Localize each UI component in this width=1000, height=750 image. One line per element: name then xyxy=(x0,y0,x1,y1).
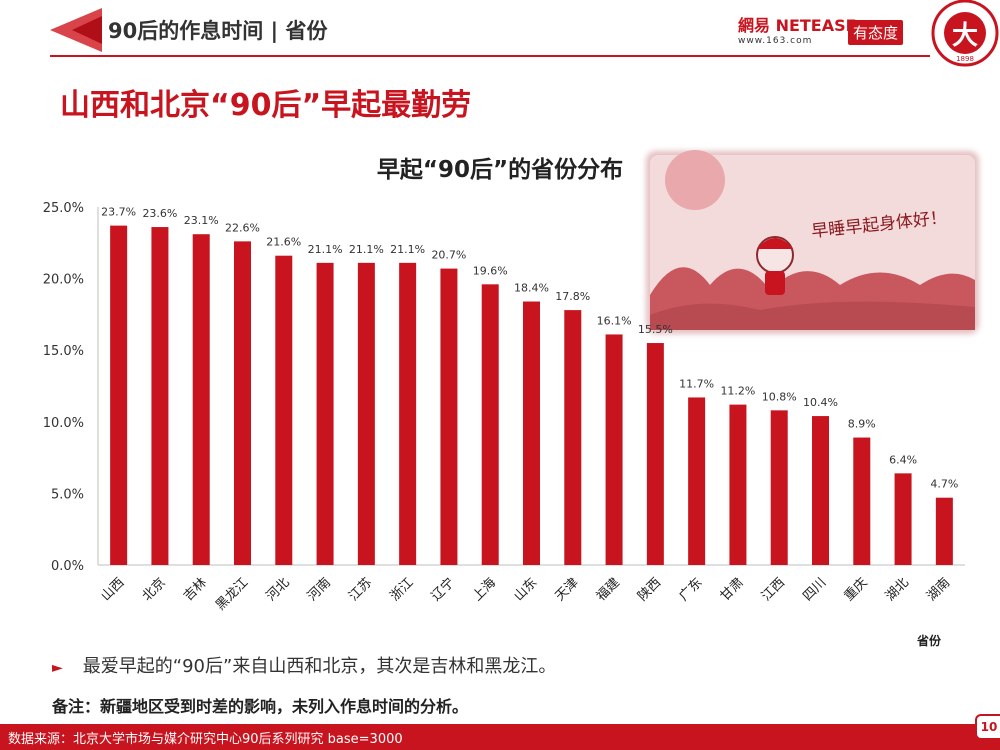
youtaidu-logo: 有态度 xyxy=(848,20,904,45)
bar xyxy=(151,227,169,565)
morning-run-illustration: 早睡早起身体好！ xyxy=(646,150,979,334)
x-tick-label: 重庆 xyxy=(841,575,871,605)
data-label: 19.6% xyxy=(473,264,508,277)
bar xyxy=(192,234,210,565)
x-tick-label: 广东 xyxy=(676,575,705,604)
data-label: 21.1% xyxy=(349,243,384,256)
bar xyxy=(275,255,293,566)
bar-chart: 0.0% 5.0% 10.0% 15.0% 20.0% 25.0% 23.7% 山西 23.6%… xyxy=(43,201,965,648)
x-tick-label: 河南 xyxy=(304,575,334,605)
data-label: 10.8% xyxy=(762,390,797,403)
data-label: 10.4% xyxy=(803,396,838,409)
bar xyxy=(234,241,251,566)
x-tick-label: 吉林 xyxy=(181,575,210,604)
bar xyxy=(605,334,623,565)
netease-logo: 網易 NETEASE www.163.com xyxy=(738,12,857,46)
x-tick-label: 黑龙江 xyxy=(213,575,251,613)
x-tick-label: 湖北 xyxy=(883,575,912,604)
data-label: 6.4% xyxy=(889,453,917,466)
netease-logo-url: www.163.com xyxy=(738,36,813,46)
y-tick-label: 0.0% xyxy=(51,559,84,574)
data-label: 21.1% xyxy=(308,243,343,256)
y-tick-label: 10.0% xyxy=(43,416,84,431)
data-label: 18.4% xyxy=(514,282,549,295)
bar xyxy=(646,343,664,565)
data-label: 8.9% xyxy=(848,418,876,431)
data-label: 16.1% xyxy=(597,314,632,327)
bar xyxy=(812,416,829,565)
page-number: 10 xyxy=(975,714,1000,740)
data-label: 20.7% xyxy=(431,249,466,262)
x-tick-label: 天津 xyxy=(553,575,582,604)
data-label: 11.2% xyxy=(720,385,755,398)
svg-text:大: 大 xyxy=(952,21,978,51)
x-axis-title: 省份 xyxy=(916,633,942,648)
data-label: 23.6% xyxy=(142,207,177,220)
x-tick-label: 福建 xyxy=(594,575,623,604)
x-tick-label: 甘肃 xyxy=(718,575,747,604)
x-tick-label: 辽宁 xyxy=(428,575,458,605)
y-tick-label: 20.0% xyxy=(43,273,84,288)
svg-text:1898: 1898 xyxy=(956,55,974,63)
y-tick-label: 5.0% xyxy=(51,487,84,502)
bullet-note-text: 最爱早起的“90后”来自山西和北京，其次是吉林和黑龙江。 xyxy=(82,656,557,677)
bar xyxy=(688,397,706,565)
bar xyxy=(894,473,912,565)
chart-title: 早起“90后”的省份分布 xyxy=(376,157,624,183)
x-tick-label: 河北 xyxy=(264,575,293,604)
bar xyxy=(729,404,747,565)
bar xyxy=(357,262,375,565)
data-label: 23.7% xyxy=(101,206,136,219)
slide-header: 90后的作息时间 | 省份 網易 NETEASE www.163.com 有态度… xyxy=(0,0,1000,70)
bullet-note: ► 最爱早起的“90后”来自山西和北京，其次是吉林和黑龙江。 xyxy=(52,652,556,678)
bar xyxy=(316,262,334,565)
data-label: 22.6% xyxy=(225,221,260,234)
section-title: 90后的作息时间 | 省份 xyxy=(108,19,328,43)
data-label: 21.6% xyxy=(266,236,301,249)
bar xyxy=(440,268,458,565)
bar xyxy=(853,437,871,565)
bar xyxy=(481,284,499,565)
x-tick-label: 湖南 xyxy=(923,575,953,605)
data-label: 11.7% xyxy=(679,377,714,390)
bar xyxy=(935,497,953,565)
x-tick-label: 上海 xyxy=(470,575,499,604)
data-label: 4.7% xyxy=(930,478,958,491)
data-label: 23.1% xyxy=(184,214,219,227)
x-tick-label: 北京 xyxy=(140,575,169,604)
footer-bar: 数据来源：北京大学市场与媒介研究中心90后系列研究 base=3000 xyxy=(0,724,1000,750)
data-source: 数据来源：北京大学市场与媒介研究中心90后系列研究 base=3000 xyxy=(8,732,403,747)
header-divider xyxy=(50,55,930,57)
x-tick-label: 江西 xyxy=(759,575,788,604)
netease-logo-text: 網易 NETEASE xyxy=(738,16,857,35)
x-tick-label: 四川 xyxy=(800,575,829,604)
x-tick-label: 山东 xyxy=(511,575,540,604)
remark-note: 备注：新疆地区受到时差的影响，未列入作息时间的分析。 xyxy=(52,697,469,716)
bar xyxy=(110,225,128,565)
y-tick-label: 15.0% xyxy=(43,344,84,359)
bar xyxy=(564,310,582,565)
x-tick-label: 山西 xyxy=(98,575,127,604)
x-tick-label: 江苏 xyxy=(345,575,375,605)
y-tick-label: 25.0% xyxy=(43,201,84,216)
main-title: 山西和北京“90后”早起最勤劳 xyxy=(60,88,472,123)
x-tick-label: 浙江 xyxy=(387,575,416,604)
data-label: 21.1% xyxy=(390,243,425,256)
peking-university-seal-icon: 大 1898 xyxy=(931,0,999,67)
bullet-triangle-icon: ► xyxy=(52,660,63,676)
bar xyxy=(523,301,540,565)
bar xyxy=(399,262,417,565)
data-label: 17.8% xyxy=(555,290,590,303)
arrow-left-icon xyxy=(50,8,102,52)
x-tick-label: 陕西 xyxy=(635,575,664,604)
data-label: 15.5% xyxy=(638,323,673,336)
bar xyxy=(770,410,788,565)
